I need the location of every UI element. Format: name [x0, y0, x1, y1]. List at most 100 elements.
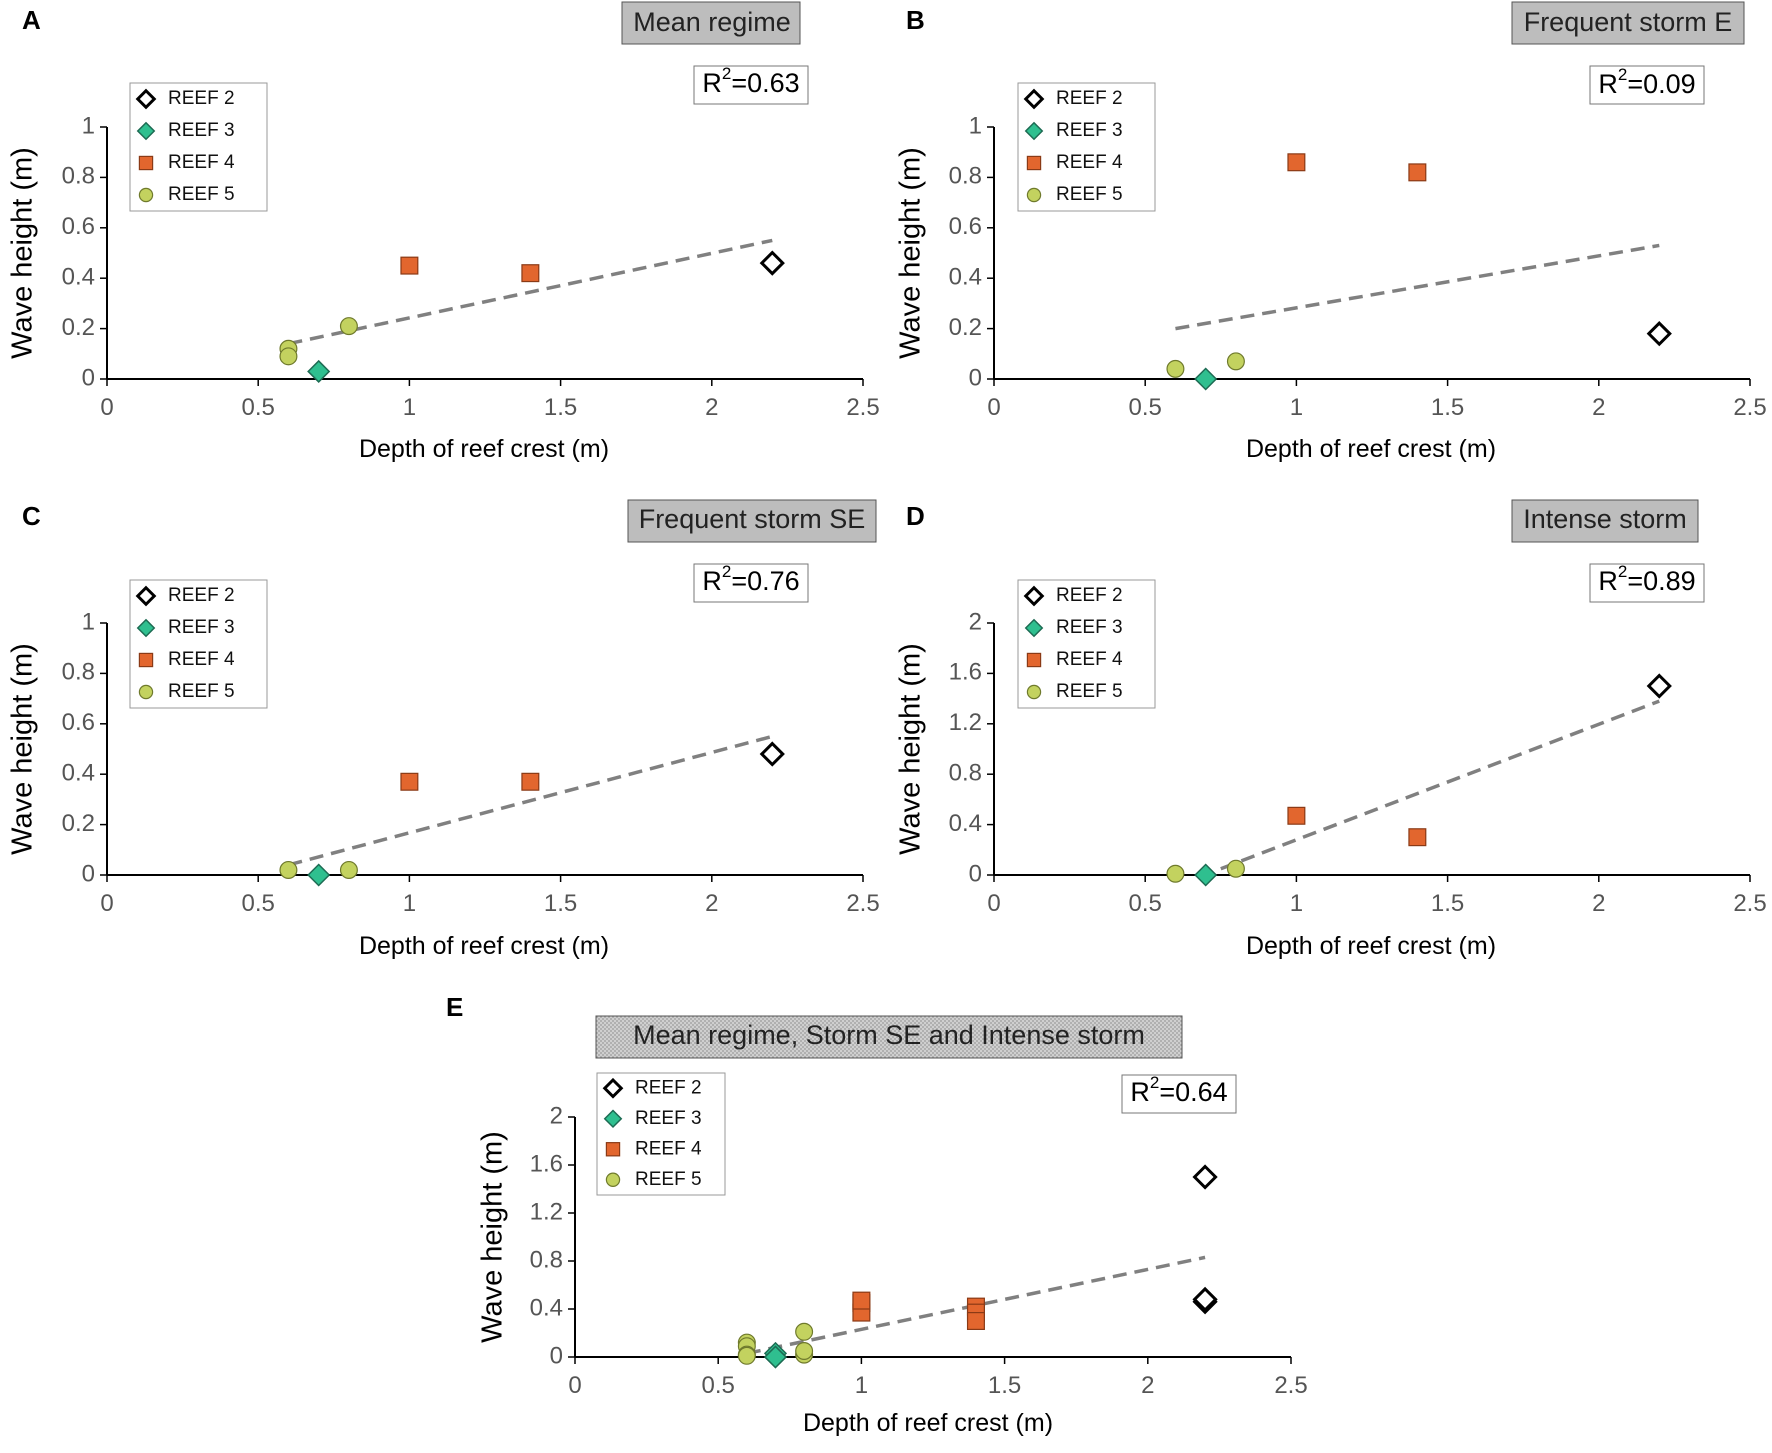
- legend-marker-reef-4: [138, 155, 154, 171]
- x-axis-label: Depth of reef crest (m): [359, 932, 609, 960]
- data-point-reef-2: [1646, 673, 1672, 699]
- y-tick-label: 0: [969, 860, 982, 887]
- data-point-reef-4: [1408, 828, 1427, 847]
- y-tick-label: 0.4: [949, 264, 982, 291]
- data-point-reef-2: [759, 741, 785, 767]
- x-tick-label: 1.5: [1431, 890, 1464, 917]
- x-tick-label: 0: [987, 394, 1000, 421]
- legend-marker-reef-4: [1026, 155, 1042, 171]
- x-tick-label: 0: [987, 890, 1000, 917]
- data-point-reef-5: [795, 1341, 814, 1360]
- legend-marker-reef-5: [605, 1172, 621, 1187]
- panel-letter: A: [22, 5, 41, 35]
- r-squared-label: R2=0.76: [702, 562, 799, 596]
- y-tick-label: 0.4: [530, 1294, 563, 1321]
- data-point-reef-3: [1194, 863, 1218, 887]
- data-point-reef-2: [1192, 1164, 1218, 1190]
- x-axis-label: Depth of reef crest (m): [1246, 932, 1496, 960]
- legend-label: REEF 5: [1056, 184, 1123, 205]
- legend-marker-reef-5: [1026, 684, 1042, 700]
- data-point-reef-4: [400, 256, 419, 275]
- legend: REEF 2 REEF 3 REEF 4 REEF 5: [596, 1072, 726, 1196]
- legend-label: REEF 4: [168, 649, 235, 670]
- legend-marker-reef-2: [1023, 585, 1045, 607]
- legend-label: REEF 5: [168, 681, 235, 702]
- legend: REEF 2 REEF 3 REEF 4 REEF 5: [1017, 579, 1156, 709]
- y-tick-label: 0.2: [949, 314, 982, 341]
- y-tick-label: 0.6: [62, 709, 95, 736]
- legend-box: [596, 1072, 726, 1196]
- title-box: [595, 1015, 1183, 1059]
- r-squared-label: R2=0.63: [702, 64, 799, 98]
- x-tick-label: 2: [705, 890, 718, 917]
- legend-box: [1017, 579, 1156, 709]
- x-tick-label: 0: [100, 394, 113, 421]
- x-tick-label: 1.5: [988, 1372, 1021, 1399]
- x-tick-label: 2.5: [846, 394, 879, 421]
- legend: REEF 2 REEF 3 REEF 4 REEF 5: [129, 579, 268, 709]
- r-squared-box: [693, 563, 809, 603]
- title-box: [1511, 499, 1699, 543]
- x-tick-label: 2: [1141, 1372, 1154, 1399]
- x-tick-label: 2.5: [846, 890, 879, 917]
- y-tick-label: 2: [550, 1102, 563, 1129]
- trend-line: [746, 1255, 1206, 1356]
- legend-marker-reef-3: [1024, 618, 1044, 638]
- x-tick-label: 2.5: [1274, 1372, 1307, 1399]
- x-tick-label: 0.5: [702, 1372, 735, 1399]
- legend-label: REEF 4: [1056, 649, 1123, 670]
- data-point-reef-2: [1192, 1286, 1218, 1313]
- panel-d: D Intense storm R2=0.89 0 0.5 1 1.5 2 2.5 0 0.4 0.8…: [895, 499, 1767, 960]
- y-tick-label: 0: [82, 364, 95, 391]
- data-point-reef-4: [1408, 163, 1427, 182]
- title-box: [627, 499, 877, 543]
- legend-marker-reef-3: [136, 121, 156, 141]
- y-tick-label: 0.8: [949, 163, 982, 190]
- data-point-reef-5: [339, 860, 358, 879]
- x-tick-label: 1.5: [1431, 394, 1464, 421]
- chart-title: Intense storm: [1523, 504, 1687, 534]
- x-tick-label: 0: [568, 1372, 581, 1399]
- y-tick-label: 1.2: [530, 1198, 563, 1225]
- legend-label: REEF 4: [1056, 152, 1123, 173]
- data-point-reef-4: [966, 1311, 985, 1330]
- data-point-reef-3: [763, 1345, 788, 1369]
- legend-marker-reef-3: [1024, 121, 1044, 141]
- x-axis-label: Depth of reef crest (m): [803, 1409, 1053, 1437]
- data-point-reef-3: [307, 359, 331, 384]
- y-tick-label: 0.4: [62, 760, 95, 787]
- legend-box: [1017, 82, 1156, 212]
- data-point-reef-5: [1166, 359, 1185, 378]
- panel-letter: B: [906, 5, 925, 35]
- y-tick-label: 0: [82, 860, 95, 887]
- panel-letter: C: [22, 501, 41, 531]
- legend-label: REEF 2: [168, 88, 235, 109]
- data-point-reef-3: [307, 863, 331, 887]
- y-tick-label: 1: [82, 608, 95, 635]
- legend-label: REEF 2: [1056, 88, 1123, 109]
- panel-letter: E: [446, 992, 463, 1022]
- legend-marker-reef-2: [602, 1077, 624, 1099]
- y-axis-label: Wave height (m): [477, 1131, 509, 1343]
- x-tick-label: 1.5: [544, 890, 577, 917]
- data-point-reef-5: [1226, 352, 1245, 371]
- legend-label: REEF 3: [635, 1108, 702, 1129]
- data-point-reef-5: [1226, 859, 1245, 878]
- panel-b: B Frequent storm E R2=0.09 0 0.5 1 1.5 2 2.5 0 0.2…: [895, 1, 1767, 463]
- legend-label: REEF 3: [168, 617, 235, 638]
- panel-letter: D: [906, 501, 925, 531]
- y-tick-label: 1: [969, 112, 982, 139]
- y-axis-label: Wave height (m): [7, 147, 39, 359]
- r-squared-label: R2=0.89: [1598, 562, 1695, 596]
- legend-label: REEF 3: [1056, 120, 1123, 141]
- chart-title: Mean regime: [633, 7, 791, 37]
- y-tick-label: 0.8: [62, 163, 95, 190]
- data-point-reef-4: [521, 772, 540, 791]
- panel-e: E Mean regime, Storm SE and Intense storm…: [446, 992, 1308, 1437]
- data-point-reef-4: [400, 772, 419, 791]
- x-tick-label: 0.5: [1129, 394, 1162, 421]
- legend-label: REEF 2: [635, 1077, 702, 1098]
- data-point-reef-4: [521, 264, 540, 283]
- data-point-reef-5: [1166, 864, 1185, 883]
